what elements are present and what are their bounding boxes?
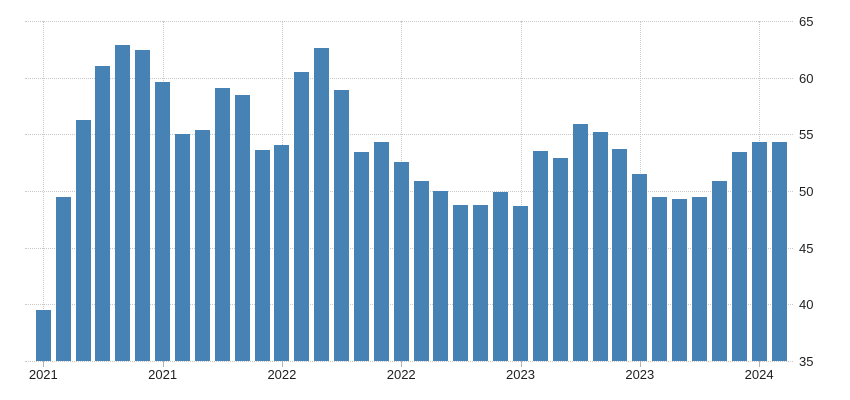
x-axis-label: 2023: [625, 367, 655, 382]
bar[interactable]: [413, 180, 429, 361]
x-axis-tick: [520, 361, 522, 367]
bar[interactable]: [334, 90, 350, 361]
bar[interactable]: [254, 150, 270, 361]
x-axis-tick: [639, 361, 641, 367]
bar[interactable]: [234, 94, 250, 361]
bar[interactable]: [652, 196, 668, 361]
bar[interactable]: [95, 66, 111, 361]
x-axis-label: 2022: [386, 367, 416, 382]
x-axis-label: 2024: [744, 367, 774, 382]
bar[interactable]: [771, 142, 787, 361]
bar[interactable]: [552, 158, 568, 361]
y-axis-label: 45: [799, 240, 814, 256]
bar[interactable]: [592, 132, 608, 361]
bar[interactable]: [194, 129, 210, 361]
horizontal-gridline: [25, 134, 793, 135]
bar[interactable]: [632, 174, 648, 361]
bar[interactable]: [214, 87, 230, 361]
x-axis-tick: [401, 361, 403, 367]
bar[interactable]: [115, 44, 131, 361]
x-axis-tick: [162, 361, 164, 367]
bar[interactable]: [373, 142, 389, 361]
x-axis-tick: [759, 361, 761, 367]
bar[interactable]: [751, 142, 767, 361]
x-axis-tick: [281, 361, 283, 367]
bar[interactable]: [493, 192, 509, 361]
bar[interactable]: [135, 50, 151, 361]
x-axis-label: 2022: [267, 367, 297, 382]
bar[interactable]: [672, 198, 688, 361]
horizontal-gridline: [25, 21, 793, 22]
x-axis-label: 2021: [148, 367, 178, 382]
bar[interactable]: [55, 196, 71, 361]
x-axis-label: 2023: [506, 367, 535, 382]
bar[interactable]: [393, 161, 409, 361]
bar[interactable]: [294, 72, 310, 361]
bar[interactable]: [274, 144, 290, 361]
bar[interactable]: [532, 151, 548, 361]
x-axis-tick: [43, 361, 45, 367]
x-axis-line: [25, 361, 793, 362]
bar[interactable]: [353, 152, 369, 361]
bar[interactable]: [75, 119, 91, 361]
bar[interactable]: [433, 191, 449, 361]
bar[interactable]: [473, 204, 489, 361]
y-axis-label: 40: [799, 297, 814, 313]
bar[interactable]: [513, 205, 529, 361]
x-axis-label: 2021: [28, 367, 58, 382]
bar[interactable]: [691, 196, 707, 361]
bar[interactable]: [612, 149, 628, 361]
y-axis-label: 65: [799, 14, 814, 29]
y-axis-label: 60: [799, 70, 814, 86]
bar[interactable]: [314, 48, 330, 361]
y-axis-label: 55: [799, 127, 814, 143]
y-axis-label: 35: [799, 354, 814, 369]
bar[interactable]: [731, 152, 747, 361]
bar[interactable]: [35, 310, 51, 361]
horizontal-gridline: [25, 78, 793, 79]
horizontal-gridline: [25, 248, 793, 249]
bar[interactable]: [155, 82, 171, 361]
horizontal-gridline: [25, 304, 793, 305]
bar[interactable]: [572, 124, 588, 361]
y-axis-label: 50: [799, 184, 814, 199]
bar[interactable]: [174, 134, 190, 361]
bar[interactable]: [453, 204, 469, 361]
horizontal-gridline: [25, 191, 793, 192]
bar[interactable]: [711, 180, 727, 361]
